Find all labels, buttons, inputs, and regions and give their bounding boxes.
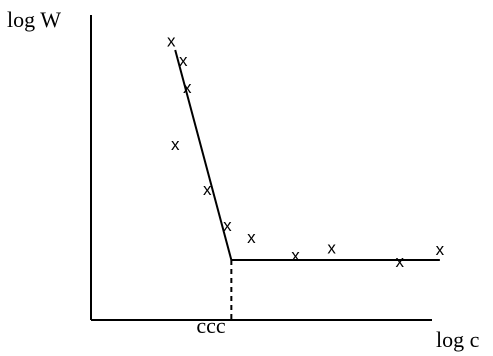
data-point-11: x [436,240,445,259]
x-axis-label: log c [436,327,480,352]
data-point-2: x [179,51,188,70]
data-point-3: x [183,78,192,97]
data-point-5: x [203,180,212,199]
data-point-10: x [396,252,405,271]
data-point-4: x [171,135,180,154]
data-point-9: x [327,239,336,258]
data-point-7: x [247,228,256,247]
y-axis-label: log W [7,7,61,32]
data-point-8: x [291,246,300,265]
data-point-1: x [167,32,176,51]
x-tick-label-ccc: ccc [196,313,226,338]
data-point-6: x [223,216,232,235]
